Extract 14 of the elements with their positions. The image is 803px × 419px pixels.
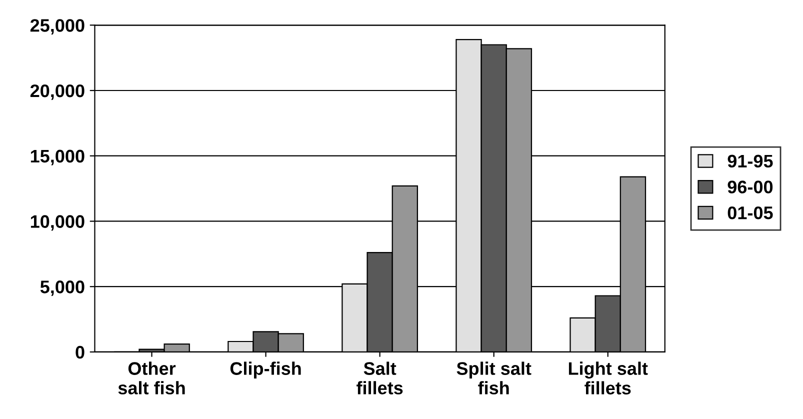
y-tick-label: 10,000 [30, 215, 84, 231]
y-tick-label: 20,000 [30, 84, 84, 100]
x-tick-label: Clip-fish [230, 362, 301, 379]
legend-label: 96-00 [728, 180, 773, 194]
x-tick-label: Other salt fish [118, 362, 185, 394]
y-tick-label: 5,000 [40, 280, 84, 296]
y-tick-label: 0 [76, 346, 84, 359]
legend-label: 01-05 [728, 206, 773, 220]
legend-label: 91-95 [728, 154, 773, 168]
y-tick-label: 25,000 [30, 19, 84, 34]
x-tick-label: Split salt fish [456, 362, 532, 394]
x-tick-label: Salt fillets [356, 362, 403, 394]
x-tick-label: Light salt fillets [568, 362, 648, 394]
y-tick-label: 15,000 [30, 150, 84, 166]
